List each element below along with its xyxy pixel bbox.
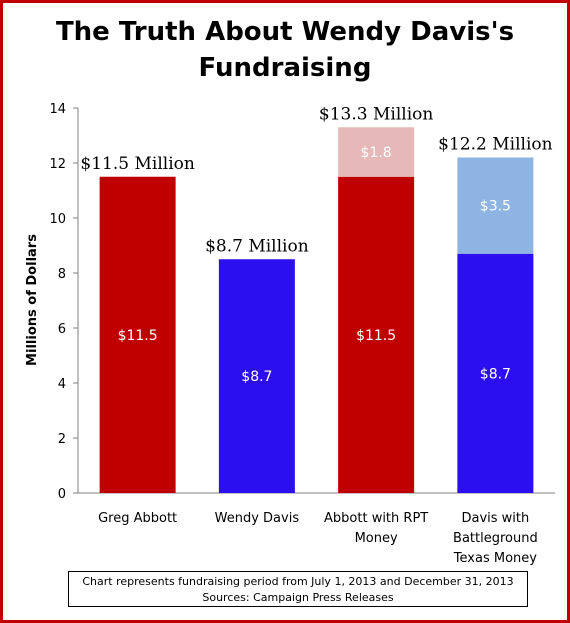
bar-segment-value-label: $3.5 [480,199,511,215]
y-tick-label: 2 [58,432,66,447]
bar-segment [457,253,534,493]
y-tick-label: 8 [58,267,66,282]
y-tick-label: 12 [49,157,66,172]
bar-total-label: $11.5 Million [80,154,194,174]
x-category-label: Battleground [453,531,538,546]
y-tick-label: 10 [49,212,66,227]
chart-title-line-1: The Truth About Wendy Davis's [55,17,515,47]
y-tick-label: 14 [49,102,66,117]
bar-segment-value-label: $1.8 [361,145,392,161]
bar-total-label: $8.7 Million [205,236,309,256]
bar-segment-value-label: $8.7 [480,366,511,382]
x-category-label: Abbott with RPT [324,511,428,526]
y-tick-label: 0 [58,487,66,502]
footnote-line-1: Chart represents fundraising period from… [82,575,514,588]
bar-total-label: $13.3 Million [319,104,433,124]
bar-segment [338,127,415,177]
chart-title: The Truth About Wendy Davis's Fundraisin… [0,14,570,86]
bar-segment [99,176,176,493]
x-category-label: Davis with [461,511,529,526]
bar-segment [338,176,415,493]
x-category-label: Texas Money [453,551,537,566]
chart-title-line-2: Fundraising [198,53,372,83]
y-tick-label: 4 [58,377,66,392]
bar-segment [218,259,295,493]
x-category-label: Greg Abbott [98,511,177,526]
footnote-line-2: Sources: Campaign Press Releases [202,591,394,604]
bar-total-label: $12.2 Million [438,135,552,155]
bar-segment-value-label: $11.5 [118,328,158,344]
x-category-label: Money [355,531,398,546]
x-category-label: Wendy Davis [215,511,300,526]
bar-segment [457,157,534,254]
footnote-box: Chart represents fundraising period from… [68,571,528,607]
y-axis-title: Millions of Dollars [25,234,40,366]
y-tick-label: 6 [58,322,66,337]
bar-segment-value-label: $8.7 [241,369,272,385]
bar-segment-value-label: $11.5 [356,328,396,344]
